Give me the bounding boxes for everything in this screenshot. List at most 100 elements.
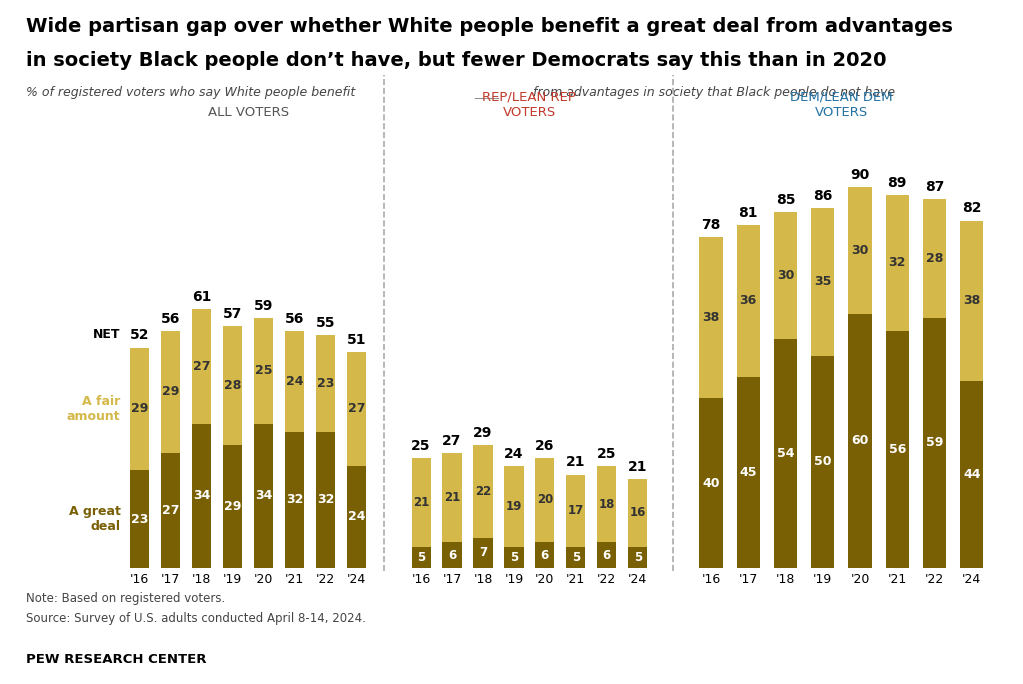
Text: 5: 5 xyxy=(509,551,518,564)
Text: DEM/LEAN DEM
VOTERS: DEM/LEAN DEM VOTERS xyxy=(790,91,893,119)
Text: ALL VOTERS: ALL VOTERS xyxy=(208,105,288,119)
Text: 81: 81 xyxy=(739,206,758,220)
Text: A great
deal: A great deal xyxy=(69,505,121,533)
Text: A fair
amount: A fair amount xyxy=(66,395,121,423)
Text: 55: 55 xyxy=(316,316,336,330)
Text: 20: 20 xyxy=(537,493,553,506)
Text: ____: ____ xyxy=(475,86,499,99)
Text: 29: 29 xyxy=(162,386,179,399)
Bar xyxy=(223,326,242,445)
Bar xyxy=(504,466,524,547)
Text: 24: 24 xyxy=(504,447,524,461)
Bar xyxy=(700,237,722,398)
Bar xyxy=(504,547,524,568)
Text: 59: 59 xyxy=(926,436,943,449)
Text: 45: 45 xyxy=(740,466,757,479)
Text: 50: 50 xyxy=(814,456,832,469)
Text: 6: 6 xyxy=(603,549,611,562)
Bar xyxy=(886,330,908,568)
Text: 29: 29 xyxy=(224,500,241,513)
Bar xyxy=(700,398,722,568)
Bar xyxy=(566,475,585,547)
Text: 34: 34 xyxy=(193,489,211,502)
Text: 28: 28 xyxy=(926,252,943,265)
Text: 34: 34 xyxy=(255,489,272,502)
Bar xyxy=(192,309,212,424)
Text: Wide partisan gap over whether White people benefit a great deal from advantages: Wide partisan gap over whether White peo… xyxy=(26,17,952,36)
Bar xyxy=(737,377,760,568)
Text: 22: 22 xyxy=(475,485,491,498)
Text: 56: 56 xyxy=(284,311,304,326)
Text: 85: 85 xyxy=(775,193,795,207)
Text: 30: 30 xyxy=(851,244,869,256)
Bar xyxy=(284,432,304,568)
Bar xyxy=(628,547,648,568)
Text: from advantages in society that Black people do not have: from advantages in society that Black pe… xyxy=(529,86,895,99)
Text: % of registered voters who say White people benefit: % of registered voters who say White peo… xyxy=(26,86,359,99)
Text: 61: 61 xyxy=(192,290,212,304)
Text: 21: 21 xyxy=(413,496,430,509)
Bar xyxy=(961,220,983,382)
Bar xyxy=(848,187,872,314)
Bar xyxy=(192,424,212,568)
Text: 24: 24 xyxy=(348,510,365,523)
Text: 27: 27 xyxy=(193,360,211,373)
Bar xyxy=(474,445,493,538)
Text: 7: 7 xyxy=(479,547,487,560)
Bar xyxy=(316,432,335,568)
Text: 23: 23 xyxy=(317,377,335,390)
Text: 6: 6 xyxy=(541,549,549,562)
Text: NET: NET xyxy=(93,328,121,341)
Text: 35: 35 xyxy=(814,276,832,289)
Bar xyxy=(923,318,946,568)
Bar xyxy=(347,466,366,568)
Bar xyxy=(474,538,493,568)
Text: 44: 44 xyxy=(963,468,981,481)
Text: Source: Survey of U.S. adults conducted April 8-14, 2024.: Source: Survey of U.S. adults conducted … xyxy=(26,612,365,625)
Text: 17: 17 xyxy=(568,504,584,517)
Text: Note: Based on registered voters.: Note: Based on registered voters. xyxy=(26,592,225,605)
Text: in society Black people don’t have, but fewer Democrats say this than in 2020: in society Black people don’t have, but … xyxy=(26,51,886,70)
Bar xyxy=(162,330,180,453)
Text: 25: 25 xyxy=(411,438,431,453)
Text: 51: 51 xyxy=(347,332,366,347)
Text: 16: 16 xyxy=(629,506,646,519)
Bar xyxy=(566,547,585,568)
Text: 27: 27 xyxy=(442,434,461,448)
Bar xyxy=(923,199,946,318)
Text: 21: 21 xyxy=(566,456,585,469)
Bar xyxy=(811,208,835,356)
Bar xyxy=(628,479,648,547)
Bar xyxy=(254,424,273,568)
Bar xyxy=(316,335,335,432)
Text: 38: 38 xyxy=(964,294,980,308)
Text: 30: 30 xyxy=(776,269,794,282)
Text: 52: 52 xyxy=(130,328,149,343)
Text: PEW RESEARCH CENTER: PEW RESEARCH CENTER xyxy=(26,653,206,666)
Text: 54: 54 xyxy=(776,447,794,460)
Text: 56: 56 xyxy=(161,311,180,326)
Text: 89: 89 xyxy=(888,176,907,190)
Bar xyxy=(443,453,461,542)
Text: 21: 21 xyxy=(628,460,648,474)
Text: 82: 82 xyxy=(962,201,981,215)
Text: 87: 87 xyxy=(925,181,944,194)
Bar xyxy=(811,356,835,568)
Text: 19: 19 xyxy=(505,500,522,513)
Text: 90: 90 xyxy=(850,168,870,181)
Text: 21: 21 xyxy=(444,491,460,504)
Bar xyxy=(347,352,366,466)
Bar xyxy=(961,382,983,568)
Text: 6: 6 xyxy=(448,549,456,562)
Bar xyxy=(597,466,616,542)
Text: 40: 40 xyxy=(702,477,720,490)
Bar xyxy=(254,318,273,424)
Text: 25: 25 xyxy=(255,365,272,378)
Text: 25: 25 xyxy=(597,447,617,461)
Text: 5: 5 xyxy=(572,551,580,564)
Bar xyxy=(411,547,431,568)
Text: 78: 78 xyxy=(702,218,721,233)
Bar xyxy=(443,542,461,568)
Text: 56: 56 xyxy=(889,443,906,456)
Text: 27: 27 xyxy=(348,402,365,415)
